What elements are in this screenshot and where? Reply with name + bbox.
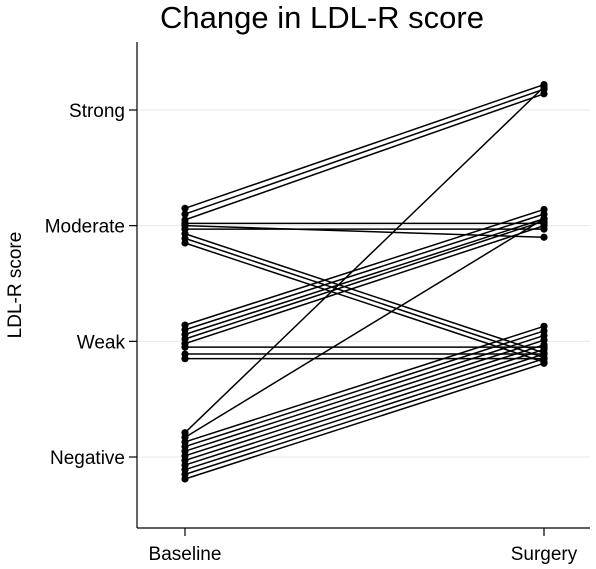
- data-point: [540, 222, 548, 230]
- x-tick-label: Baseline: [149, 544, 222, 565]
- data-point: [540, 215, 548, 223]
- series-line: [184, 224, 545, 238]
- series-line: [184, 208, 545, 326]
- y-tick-label: Strong: [69, 101, 125, 122]
- series-line: [184, 344, 545, 462]
- data-point: [181, 219, 189, 227]
- series-line: [184, 213, 545, 331]
- series-line: [184, 362, 545, 480]
- series-line: [184, 353, 545, 471]
- x-tick-label: Surgery: [511, 544, 578, 565]
- x-ticks: Baseline Surgery: [149, 528, 578, 565]
- series-line: [184, 218, 545, 336]
- data-point: [540, 83, 548, 91]
- chart-title: Change in LDL-R score: [160, 0, 484, 35]
- series-line: [184, 334, 545, 452]
- data-point: [181, 204, 189, 212]
- y-tick-label: Weak: [77, 332, 126, 353]
- data-point: [181, 355, 189, 363]
- data-point: [181, 210, 189, 218]
- series-line: [184, 93, 545, 221]
- series-line: [184, 348, 545, 466]
- series-line: [184, 220, 545, 340]
- series-line: [184, 339, 545, 457]
- y-ticks: Negative Weak Moderate Strong: [45, 101, 137, 469]
- data-point: [540, 359, 548, 367]
- series-line: [184, 86, 545, 434]
- series-line: [184, 357, 545, 476]
- series-line: [184, 83, 545, 210]
- data-point: [181, 343, 189, 351]
- series-line: [184, 233, 545, 354]
- y-tick-label: Negative: [50, 448, 125, 469]
- series-line: [184, 88, 545, 215]
- data-point: [181, 475, 189, 483]
- data-point: [540, 90, 548, 98]
- series-line: [184, 242, 545, 363]
- series-line: [184, 330, 545, 448]
- series-line: [184, 218, 545, 438]
- series-points: [181, 80, 548, 483]
- data-point: [181, 239, 189, 247]
- series-line: [184, 325, 545, 443]
- gridlines: [137, 109, 590, 458]
- y-axis-title: LDL-R score: [5, 232, 26, 339]
- series-lines: [184, 83, 545, 480]
- series-line: [184, 237, 545, 359]
- series-line: [184, 224, 545, 345]
- y-tick-label: Moderate: [45, 217, 125, 238]
- data-point: [540, 233, 548, 241]
